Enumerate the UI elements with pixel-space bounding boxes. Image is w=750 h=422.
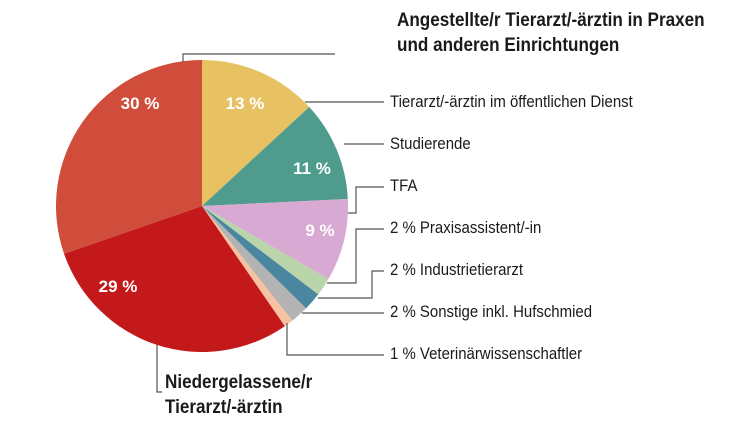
label-industrie: 2 % Industrietierarzt <box>390 260 524 279</box>
pie-slice <box>64 206 285 352</box>
label-studierende: Studierende <box>390 134 471 153</box>
pie-slice <box>202 199 348 279</box>
label-veterinaer: 1 % Veterinärwissenschaftler <box>390 344 583 363</box>
pie-slice <box>202 106 348 206</box>
leader-line-industrie <box>318 270 384 299</box>
pie-slice <box>55 60 202 254</box>
leader-line-niedergelassene <box>156 345 162 393</box>
label-tfa: TFA <box>390 176 418 195</box>
label-praxisassistent: 2 % Praxisassistent/-in <box>390 218 542 237</box>
pie-slice <box>202 206 329 295</box>
slice-value-label: 11 % <box>293 159 331 178</box>
leader-line-tfa <box>348 186 384 214</box>
leader-line-angestellte <box>182 53 335 62</box>
label-oeffentlich: Tierarzt/-ärztin im öffentlichen Dienst <box>390 92 633 111</box>
slice-value-label: 13 % <box>226 94 265 113</box>
label-sonstige: 2 % Sonstige inkl. Hufschmied <box>390 302 593 321</box>
pie-slice <box>202 206 319 309</box>
pie-slice <box>202 206 293 327</box>
label-angestellte: Angestellte/r Tierarzt/-ärztin in Praxen… <box>397 10 705 56</box>
slice-value-label: 9 % <box>305 221 334 240</box>
leader-line-praxisassistent <box>327 228 384 284</box>
slice-value-label: 29 % <box>99 277 138 296</box>
leader-line-veterinaer <box>286 323 384 356</box>
label-niedergelassene: Niedergelassene/r Tierarzt/-ärztin <box>165 372 313 418</box>
slice-value-label: 30 % <box>121 94 160 113</box>
pie-slice <box>202 60 310 206</box>
pie-slice <box>202 206 307 321</box>
